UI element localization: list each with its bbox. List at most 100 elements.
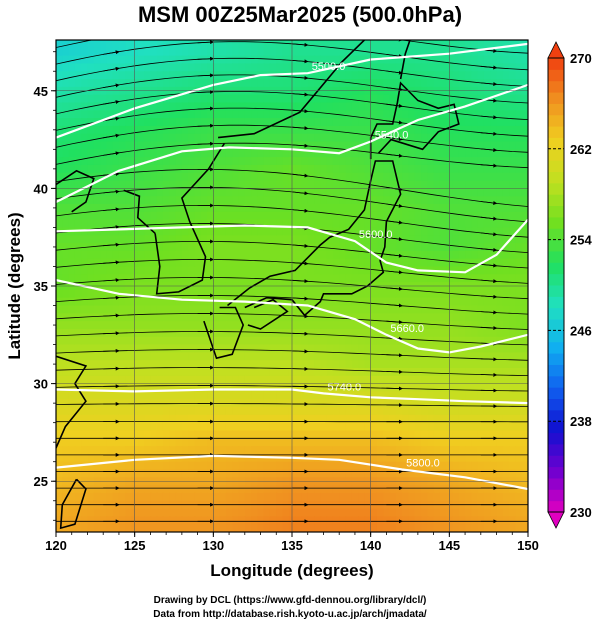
field-cell (376, 430, 385, 440)
field-cell (307, 297, 315, 307)
field-cell (288, 407, 296, 416)
field-cell (465, 289, 473, 299)
field-cell (118, 40, 127, 49)
field-cell (282, 485, 290, 494)
field-cell (490, 422, 498, 432)
field-cell (74, 164, 82, 174)
field-cell (68, 86, 76, 96)
field-cell (81, 375, 89, 385)
field-cell (269, 149, 278, 158)
field-cell (477, 352, 485, 361)
field-cell (263, 79, 271, 88)
field-cell (320, 461, 328, 471)
field-cell (207, 414, 215, 424)
field-cell (402, 321, 410, 330)
field-cell (225, 508, 234, 518)
field-cell (402, 508, 410, 518)
field-cell (276, 235, 284, 244)
field-cell (181, 47, 189, 57)
field-cell (326, 469, 334, 479)
field-cell (452, 524, 460, 532)
field-cell (251, 492, 259, 502)
field-cell (207, 63, 215, 73)
field-cell (421, 321, 429, 330)
field-cell (502, 79, 510, 88)
field-cell (181, 274, 189, 283)
field-cell (345, 110, 353, 119)
field-cell (395, 305, 403, 315)
field-cell (490, 414, 498, 424)
field-cell (515, 47, 523, 57)
field-cell (282, 243, 290, 252)
field-cell (339, 243, 347, 252)
field-cell (93, 219, 101, 229)
field-cell (408, 47, 416, 57)
field-cell (515, 282, 523, 291)
field-cell (251, 188, 259, 197)
field-cell (483, 438, 492, 447)
field-cell (295, 274, 303, 283)
field-cell (194, 125, 202, 135)
field-cell (483, 453, 492, 463)
field-cell (257, 219, 265, 229)
field-cell (402, 461, 410, 471)
field-cell (439, 375, 447, 385)
field-cell (244, 133, 252, 143)
field-cell (370, 149, 378, 158)
field-cell (465, 430, 473, 440)
field-cell (433, 149, 441, 158)
field-cell (282, 368, 290, 377)
field-cell (452, 196, 460, 205)
field-cell (458, 461, 466, 471)
field-cell (295, 297, 303, 307)
field-cell (74, 422, 82, 432)
field-cell (188, 227, 196, 237)
field-cell (169, 227, 177, 237)
field-cell (162, 235, 171, 244)
field-cell (200, 172, 208, 182)
field-cell (176, 540, 183, 549)
field-cell (125, 149, 133, 158)
field-cell (521, 368, 528, 377)
field-cell (263, 516, 271, 525)
wind-arrow (103, 295, 120, 300)
field-cell (490, 219, 498, 229)
field-cell (62, 110, 70, 119)
field-cell (295, 110, 303, 119)
field-cell (408, 188, 416, 197)
field-cell (269, 414, 278, 424)
field-cell (213, 172, 221, 182)
field-cell (74, 63, 82, 73)
field-cell (521, 328, 528, 338)
field-cell (332, 133, 340, 143)
field-cell (232, 157, 240, 166)
field-cell (389, 321, 397, 330)
field-cell (200, 243, 208, 252)
field-cell (282, 352, 290, 361)
field-cell (251, 219, 259, 229)
field-cell (62, 274, 70, 283)
field-cell (421, 289, 429, 299)
field-cell (244, 258, 252, 268)
field-cell (427, 196, 435, 205)
field-cell (414, 297, 422, 307)
field-cell (232, 352, 240, 361)
field-cell (207, 172, 215, 182)
field-cell (395, 71, 403, 80)
field-cell (169, 94, 177, 104)
field-cell (477, 336, 485, 346)
field-cell (156, 79, 164, 88)
field-cell (225, 211, 234, 221)
field-cell (150, 492, 158, 502)
field-cell (232, 289, 240, 299)
field-cell (225, 368, 234, 377)
field-cell (263, 196, 271, 205)
field-cell (269, 305, 278, 315)
field-cell (421, 282, 429, 291)
field-cell (282, 63, 290, 73)
field-cell (181, 313, 189, 322)
field-cell (483, 375, 492, 385)
field-cell (213, 204, 221, 213)
field-cell (408, 227, 416, 237)
field-cell (282, 125, 290, 135)
